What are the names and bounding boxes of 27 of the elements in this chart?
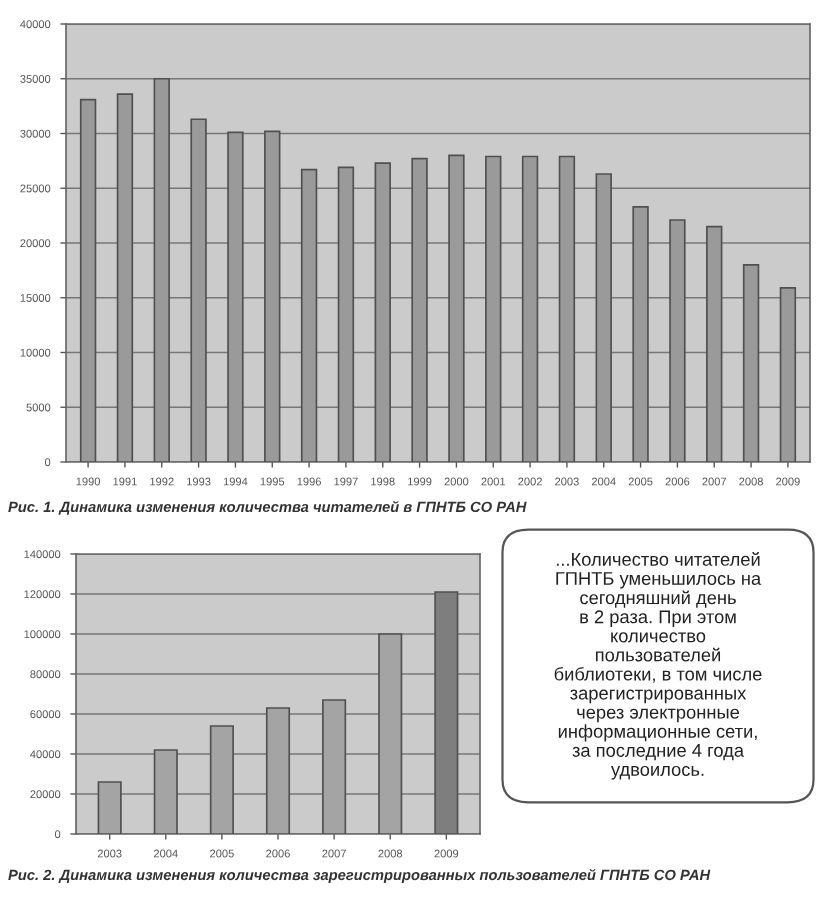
bar	[153, 77, 170, 462]
bar	[742, 264, 760, 462]
bar	[190, 118, 207, 462]
bar	[264, 130, 281, 462]
bar	[209, 725, 234, 834]
bar	[595, 173, 612, 462]
bar	[521, 155, 539, 462]
bar	[116, 93, 134, 462]
bar	[706, 225, 723, 462]
bar	[265, 707, 291, 834]
bar	[374, 162, 391, 462]
bar	[337, 166, 355, 462]
bar	[411, 157, 428, 462]
bar	[378, 633, 403, 834]
bar	[97, 781, 122, 834]
bar	[322, 699, 347, 834]
bar	[669, 219, 686, 462]
bar	[153, 749, 178, 834]
bar	[79, 98, 97, 462]
bar	[227, 131, 244, 462]
bar	[448, 154, 465, 462]
text: ...Количество читателей ГПНТБ уменьшилось на сегодняшний день в 2 раза. При этом количество пользователей библиотеки, в том числе зарегистрированных через электронные информационные сети, за последние 4 года удвоилось.	[554, 552, 762, 780]
bar	[485, 155, 502, 462]
bar	[632, 206, 649, 462]
bar	[558, 155, 576, 462]
bar	[779, 287, 797, 462]
bar	[300, 168, 318, 462]
